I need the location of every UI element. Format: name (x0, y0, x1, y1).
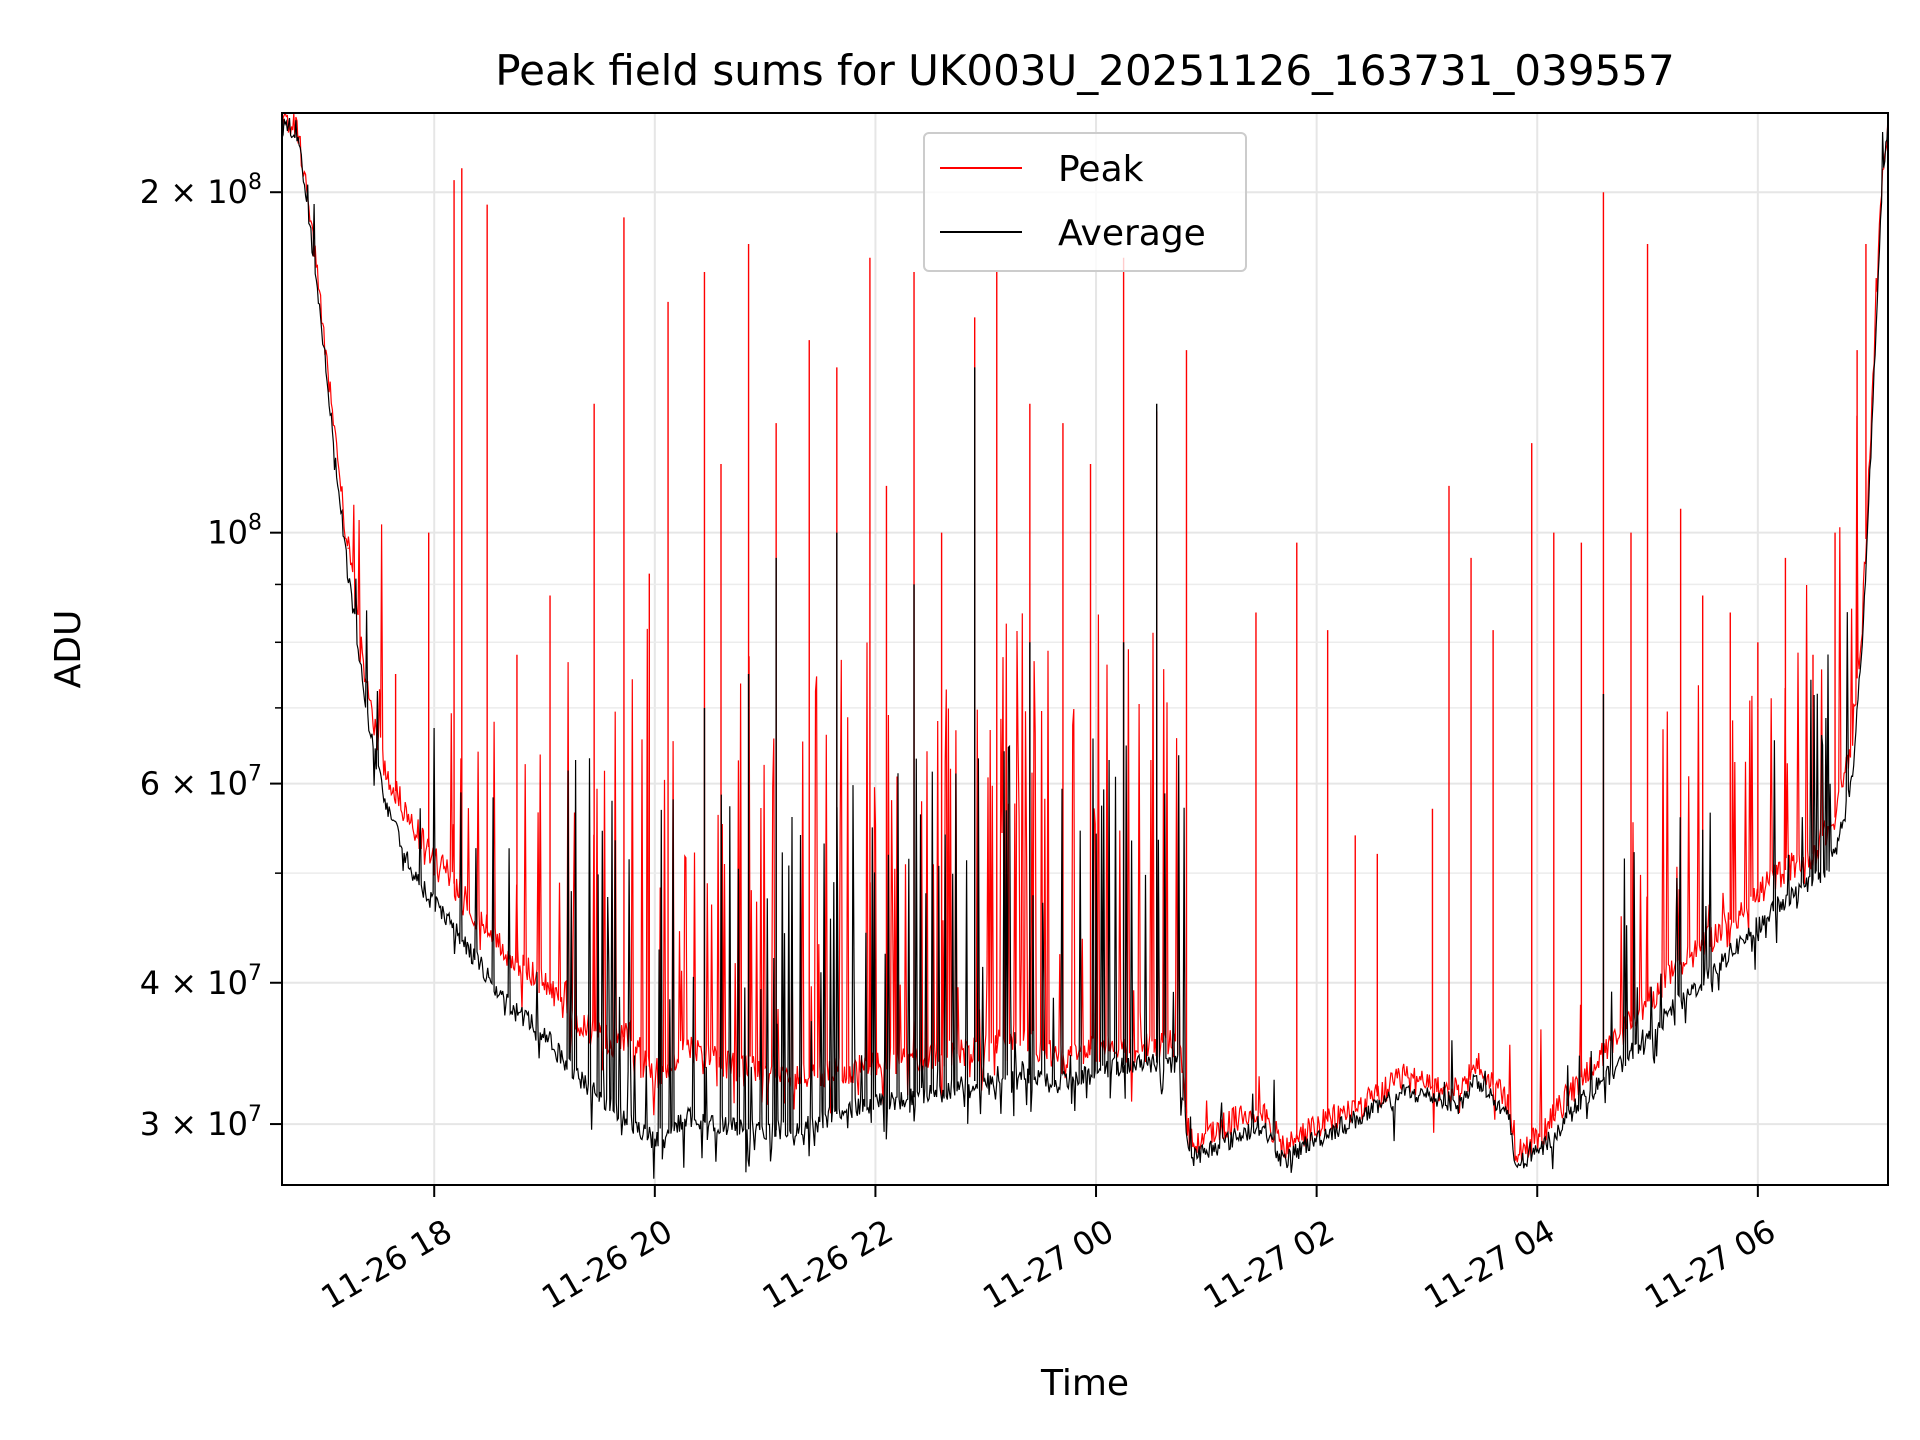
series-line (282, 118, 1888, 1179)
x-tick-label: 11-26 18 (315, 1212, 459, 1317)
legend: Peak Average (923, 132, 1247, 272)
plot-frame (281, 112, 1889, 1186)
x-axis: 11-26 18 11-26 20 11-26 22 11-27 00 11-27 02… (315, 1185, 1782, 1317)
x-tick-label: 11-27 06 (1638, 1212, 1782, 1317)
grid-lines (282, 113, 1888, 1185)
chart-title: Peak field sums for UK003U_20251126_1637… (495, 46, 1674, 95)
y-tick-label: 6 × 107 (140, 762, 262, 803)
legend-label-average: Average (1058, 213, 1206, 254)
x-tick-label: 11-27 00 (976, 1212, 1120, 1317)
y-tick-label: 4 × 107 (140, 961, 262, 1002)
legend-label-peak: Peak (1058, 149, 1144, 190)
series-peak (282, 113, 1888, 1163)
y-axis-label: ADU (48, 610, 89, 689)
y-tick-label: 108 (207, 511, 262, 552)
y-tick-label: 2 × 108 (140, 170, 262, 211)
x-tick-label: 11-26 20 (535, 1212, 679, 1317)
x-tick-label: 11-26 22 (756, 1212, 900, 1317)
series-average (282, 118, 1888, 1179)
x-tick-label: 11-27 02 (1197, 1212, 1341, 1317)
series-line (282, 113, 1888, 1163)
y-axis: 3 × 107 4 × 107 6 × 107 108 2 × 108 (140, 170, 282, 1143)
y-tick-label: 3 × 107 (140, 1102, 262, 1143)
x-axis-label: Time (1040, 1363, 1129, 1404)
x-tick-label: 11-27 04 (1418, 1212, 1562, 1317)
